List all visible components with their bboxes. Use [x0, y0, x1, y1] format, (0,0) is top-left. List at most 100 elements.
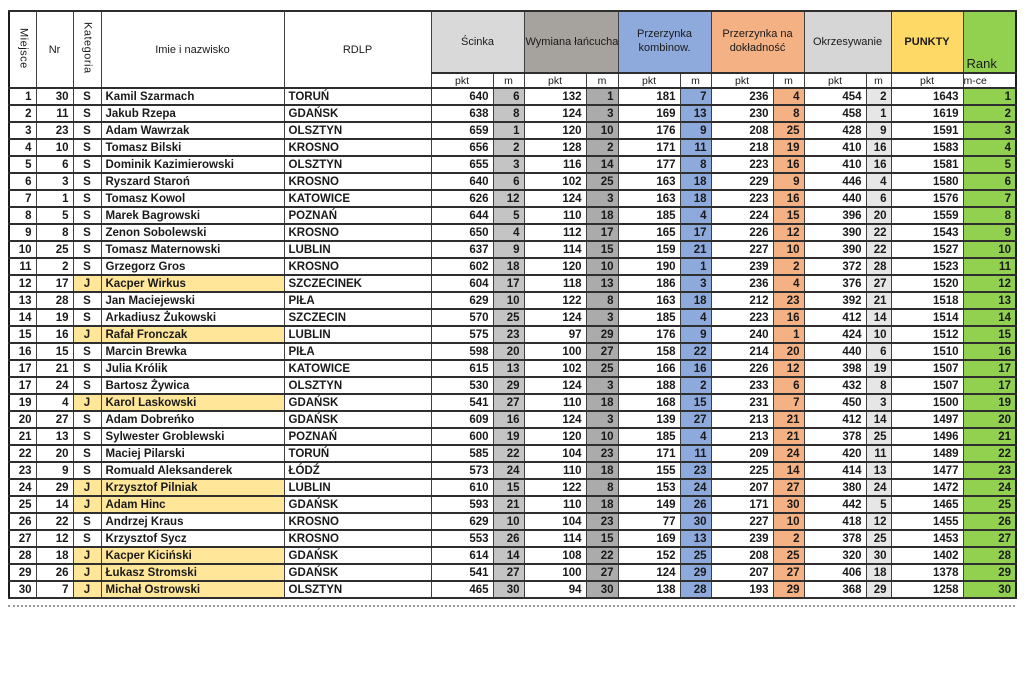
cell-miejsce: 2 — [8, 104, 37, 123]
cell-miejsce: 28 — [8, 546, 37, 565]
cell-event-pkt: 153 — [617, 478, 681, 497]
cell-event-pkt: 176 — [617, 121, 681, 140]
cell-rank: 17 — [962, 376, 1017, 395]
table-row: 29 26 J Łukasz Stromski GDAŃSK 541 27 100 27 124 2… — [8, 563, 1017, 582]
cell-punkty: 1527 — [890, 240, 964, 259]
cell-kategoria: J — [72, 546, 102, 565]
cell-event-m: 27 — [679, 410, 712, 429]
table-row: 11 2 S Grzegorz Gros KROSNO 602 18 120 10 190 1 239… — [8, 257, 1017, 276]
table-row: 26 22 S Andrzej Kraus KROSNO 629 10 104 23 77 30 22… — [8, 512, 1017, 531]
cell-event-m: 25 — [772, 121, 805, 140]
table-row: 20 27 S Adam Dobreńko GDAŃSK 609 16 124 3 139 27 21… — [8, 410, 1017, 429]
cell-event-m: 9 — [679, 325, 712, 344]
cell-rdlp: GDAŃSK — [283, 104, 432, 123]
cell-rank: 21 — [962, 427, 1017, 446]
cell-event-m: 10 — [585, 257, 619, 276]
cell-event-m: 18 — [679, 291, 712, 310]
cell-event-m: 24 — [679, 478, 712, 497]
cell-event-m: 21 — [772, 410, 805, 429]
cell-event-m: 13 — [679, 104, 712, 123]
cell-rank: 10 — [962, 240, 1017, 259]
table-row: 8 5 S Marek Bagrowski POZNAŃ 644 5 110 18 185 4 224… — [8, 206, 1017, 225]
cell-name: Grzegorz Gros — [100, 257, 285, 276]
cell-kategoria: S — [72, 359, 102, 378]
table-row: 16 15 S Marcin Brewka PIŁA 598 20 100 27 158 22 214… — [8, 342, 1017, 361]
cell-rdlp: KATOWICE — [283, 359, 432, 378]
cell-event-m: 2 — [492, 138, 525, 157]
cell-rank: 15 — [962, 325, 1017, 344]
col-header-przerzynka-dokladnosc: Przerzynka na dokładność — [710, 10, 805, 74]
cell-event-m: 25 — [772, 546, 805, 565]
cell-nr: 16 — [35, 325, 74, 344]
cell-event-m: 10 — [585, 121, 619, 140]
cell-nr: 20 — [35, 444, 74, 463]
cell-event-pkt: 124 — [523, 104, 587, 123]
cell-miejsce: 11 — [8, 257, 37, 276]
cell-event-m: 1 — [679, 257, 712, 276]
cell-event-m: 13 — [492, 359, 525, 378]
cell-event-pkt: 120 — [523, 427, 587, 446]
cell-event-pkt: 593 — [430, 495, 494, 514]
cell-rank: 16 — [962, 342, 1017, 361]
cell-event-pkt: 629 — [430, 512, 494, 531]
cell-name: Adam Hinc — [100, 495, 285, 514]
cell-kategoria: J — [72, 580, 102, 599]
cell-event-pkt: 120 — [523, 121, 587, 140]
cell-event-m: 4 — [492, 223, 525, 242]
cell-rank: 4 — [962, 138, 1017, 157]
cell-punkty: 1514 — [890, 308, 964, 327]
cell-event-pkt: 193 — [710, 580, 774, 599]
cell-punkty: 1580 — [890, 172, 964, 191]
cell-kategoria: S — [72, 308, 102, 327]
cell-event-m: 7 — [679, 87, 712, 106]
cell-event-pkt: 320 — [803, 546, 867, 565]
cell-kategoria: S — [72, 223, 102, 242]
cell-event-pkt: 163 — [617, 189, 681, 208]
cell-event-pkt: 171 — [617, 444, 681, 463]
cell-event-m: 6 — [492, 87, 525, 106]
cell-event-m: 18 — [865, 563, 892, 582]
cell-rdlp: OLSZTYN — [283, 155, 432, 174]
cell-event-pkt: 208 — [710, 121, 774, 140]
cell-event-m: 3 — [865, 393, 892, 412]
cell-rank: 25 — [962, 495, 1017, 514]
cell-rank: 6 — [962, 172, 1017, 191]
cell-event-m: 6 — [492, 172, 525, 191]
cell-event-m: 8 — [585, 478, 619, 497]
cell-event-m: 25 — [585, 359, 619, 378]
cell-punkty: 1512 — [890, 325, 964, 344]
cell-rank: 12 — [962, 274, 1017, 293]
cell-event-m: 27 — [772, 563, 805, 582]
cell-kategoria: S — [72, 410, 102, 429]
cell-event-pkt: 158 — [617, 342, 681, 361]
cell-event-pkt: 124 — [523, 308, 587, 327]
cell-event-m: 12 — [772, 223, 805, 242]
col-header-nr: Nr — [35, 10, 74, 89]
cell-event-pkt: 424 — [803, 325, 867, 344]
cell-event-pkt: 450 — [803, 393, 867, 412]
cell-event-pkt: 108 — [523, 546, 587, 565]
subheader-m: m — [585, 72, 619, 89]
cell-event-pkt: 239 — [710, 257, 774, 276]
cell-event-pkt: 185 — [617, 308, 681, 327]
cell-event-pkt: 124 — [523, 189, 587, 208]
cell-rank: 26 — [962, 512, 1017, 531]
cell-event-m: 12 — [772, 359, 805, 378]
cell-event-pkt: 163 — [617, 172, 681, 191]
cell-kategoria: S — [72, 291, 102, 310]
cell-event-pkt: 236 — [710, 274, 774, 293]
cell-nr: 29 — [35, 478, 74, 497]
cell-event-pkt: 226 — [710, 359, 774, 378]
cell-event-m: 14 — [772, 461, 805, 480]
cell-kategoria: S — [72, 376, 102, 395]
cell-event-m: 8 — [492, 104, 525, 123]
cell-event-m: 3 — [585, 308, 619, 327]
cell-event-pkt: 114 — [523, 240, 587, 259]
cell-event-pkt: 110 — [523, 206, 587, 225]
cell-event-pkt: 188 — [617, 376, 681, 395]
cell-event-pkt: 226 — [710, 223, 774, 242]
cell-event-m: 30 — [772, 495, 805, 514]
cell-event-pkt: 541 — [430, 563, 494, 582]
cell-event-pkt: 177 — [617, 155, 681, 174]
cell-kategoria: S — [72, 87, 102, 106]
